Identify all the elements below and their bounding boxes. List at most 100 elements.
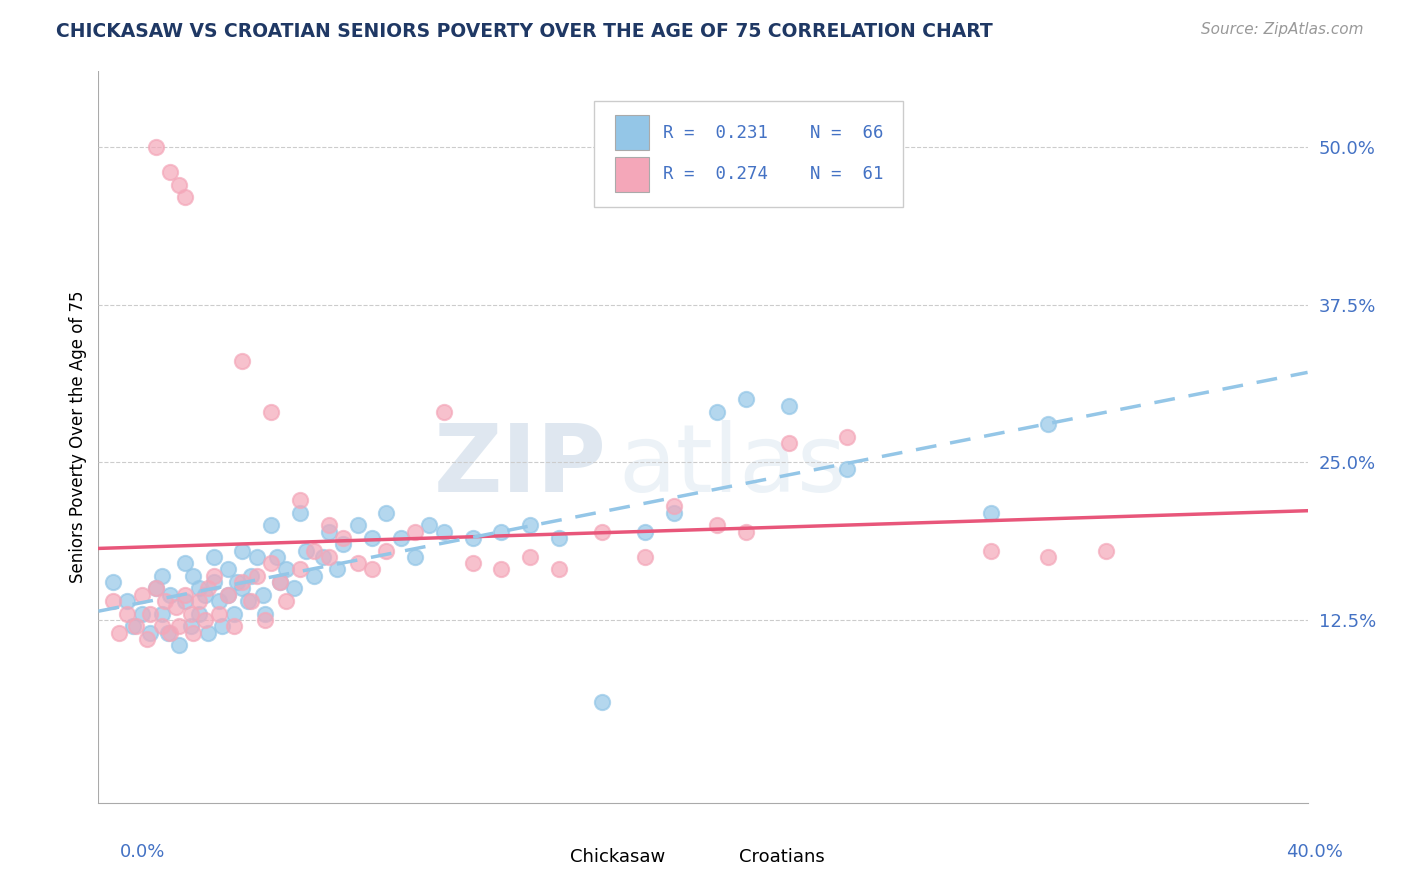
- Point: [404, 524, 426, 539]
- Point: [288, 506, 311, 520]
- Point: [136, 632, 159, 646]
- Point: [208, 594, 231, 608]
- Text: Chickasaw: Chickasaw: [569, 848, 665, 866]
- FancyBboxPatch shape: [595, 101, 903, 207]
- Point: [519, 518, 541, 533]
- Point: [332, 531, 354, 545]
- Point: [274, 594, 297, 608]
- Point: [778, 436, 800, 450]
- Point: [197, 582, 219, 596]
- Point: [188, 582, 211, 596]
- Point: [318, 518, 340, 533]
- Point: [145, 582, 167, 596]
- Point: [194, 613, 217, 627]
- Point: [252, 588, 274, 602]
- Point: [318, 524, 340, 539]
- Point: [131, 607, 153, 621]
- Point: [211, 619, 233, 633]
- Y-axis label: Seniors Poverty Over the Age of 75: Seniors Poverty Over the Age of 75: [69, 291, 87, 583]
- Point: [433, 405, 456, 419]
- Point: [150, 607, 173, 621]
- Point: [167, 178, 190, 192]
- Point: [404, 549, 426, 564]
- Point: [548, 562, 571, 576]
- Point: [173, 190, 195, 204]
- FancyBboxPatch shape: [703, 843, 730, 871]
- Text: 0.0%: 0.0%: [120, 843, 165, 861]
- Point: [217, 562, 239, 576]
- Point: [202, 549, 225, 564]
- Point: [173, 588, 195, 602]
- Point: [101, 594, 124, 608]
- Point: [222, 619, 245, 633]
- Point: [183, 569, 205, 583]
- Point: [260, 405, 283, 419]
- Point: [150, 619, 173, 633]
- Point: [260, 556, 283, 570]
- Point: [706, 405, 728, 419]
- Point: [1038, 417, 1060, 432]
- Point: [288, 562, 311, 576]
- Point: [266, 549, 288, 564]
- Point: [375, 543, 398, 558]
- Point: [389, 531, 412, 545]
- Point: [222, 607, 245, 621]
- Point: [240, 594, 263, 608]
- Point: [260, 518, 283, 533]
- Point: [288, 493, 311, 508]
- Point: [246, 549, 269, 564]
- Point: [180, 607, 202, 621]
- Point: [208, 607, 231, 621]
- Point: [150, 569, 173, 583]
- Point: [115, 607, 138, 621]
- Point: [304, 569, 326, 583]
- Point: [548, 531, 571, 545]
- Text: CHICKASAW VS CROATIAN SENIORS POVERTY OVER THE AGE OF 75 CORRELATION CHART: CHICKASAW VS CROATIAN SENIORS POVERTY OV…: [56, 22, 993, 41]
- Point: [491, 524, 513, 539]
- Point: [180, 619, 202, 633]
- Point: [159, 165, 181, 179]
- Point: [231, 354, 253, 368]
- Point: [361, 531, 384, 545]
- Point: [202, 575, 225, 590]
- Point: [156, 625, 179, 640]
- Point: [664, 506, 686, 520]
- Point: [145, 582, 167, 596]
- Point: [835, 430, 858, 444]
- Point: [188, 607, 211, 621]
- Point: [159, 625, 181, 640]
- Point: [145, 140, 167, 154]
- Point: [231, 543, 253, 558]
- Point: [980, 506, 1002, 520]
- Text: Source: ZipAtlas.com: Source: ZipAtlas.com: [1201, 22, 1364, 37]
- Text: R =  0.274    N =  61: R = 0.274 N = 61: [664, 166, 883, 184]
- Point: [254, 607, 277, 621]
- Point: [735, 524, 758, 539]
- Point: [332, 537, 354, 551]
- Point: [125, 619, 148, 633]
- Point: [634, 524, 657, 539]
- Point: [139, 625, 162, 640]
- Point: [107, 625, 129, 640]
- Point: [664, 500, 686, 514]
- Point: [202, 569, 225, 583]
- Point: [346, 556, 368, 570]
- Text: Croatians: Croatians: [740, 848, 825, 866]
- Point: [197, 625, 219, 640]
- Point: [269, 575, 291, 590]
- Point: [194, 588, 217, 602]
- Point: [361, 562, 384, 576]
- Point: [312, 549, 335, 564]
- Point: [173, 594, 195, 608]
- Point: [461, 531, 484, 545]
- Point: [519, 549, 541, 564]
- Point: [706, 518, 728, 533]
- Point: [591, 524, 613, 539]
- Point: [269, 575, 291, 590]
- Point: [188, 594, 211, 608]
- Text: ZIP: ZIP: [433, 420, 606, 512]
- Point: [461, 556, 484, 570]
- Point: [153, 594, 176, 608]
- Point: [131, 588, 153, 602]
- Point: [254, 613, 277, 627]
